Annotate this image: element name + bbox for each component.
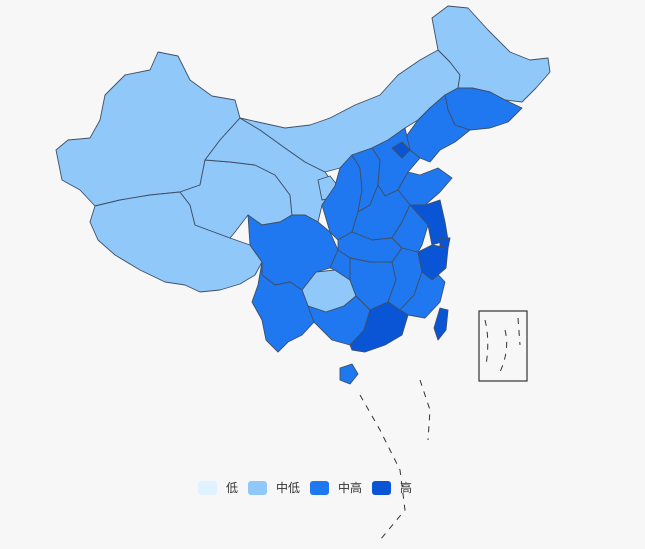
legend-swatch-mid-low (248, 480, 268, 495)
legend-swatch-mid-high (310, 480, 330, 495)
legend: 低 中低 中高 高 (198, 479, 422, 496)
south-sea-inset (478, 310, 528, 382)
region-taiwan[interactable] (433, 307, 449, 341)
legend-label-low: 低 (226, 481, 239, 495)
region-guangxi[interactable] (307, 295, 371, 346)
legend-swatch-low (198, 480, 217, 495)
legend-item-mid-high[interactable]: 中高 (310, 479, 362, 496)
legend-item-high[interactable]: 高 (372, 479, 412, 496)
legend-swatch-high (372, 480, 392, 495)
legend-label-mid-low: 中低 (276, 481, 301, 495)
region-heilongjiang[interactable] (431, 5, 551, 103)
legend-label-high: 高 (400, 481, 413, 495)
region-yunnan[interactable] (251, 261, 315, 353)
region-beijing[interactable] (391, 141, 411, 159)
region-zhejiang[interactable] (417, 244, 449, 281)
region-jiangsu[interactable] (409, 199, 449, 246)
legend-item-low[interactable]: 低 (198, 479, 238, 496)
nine-dash-line (359, 379, 431, 541)
region-hainan[interactable] (339, 363, 359, 385)
legend-label-mid-high: 中高 (338, 481, 363, 495)
region-chongqing[interactable] (329, 249, 351, 281)
legend-item-mid-low[interactable]: 中低 (248, 479, 300, 496)
region-guangdong[interactable] (349, 301, 409, 353)
